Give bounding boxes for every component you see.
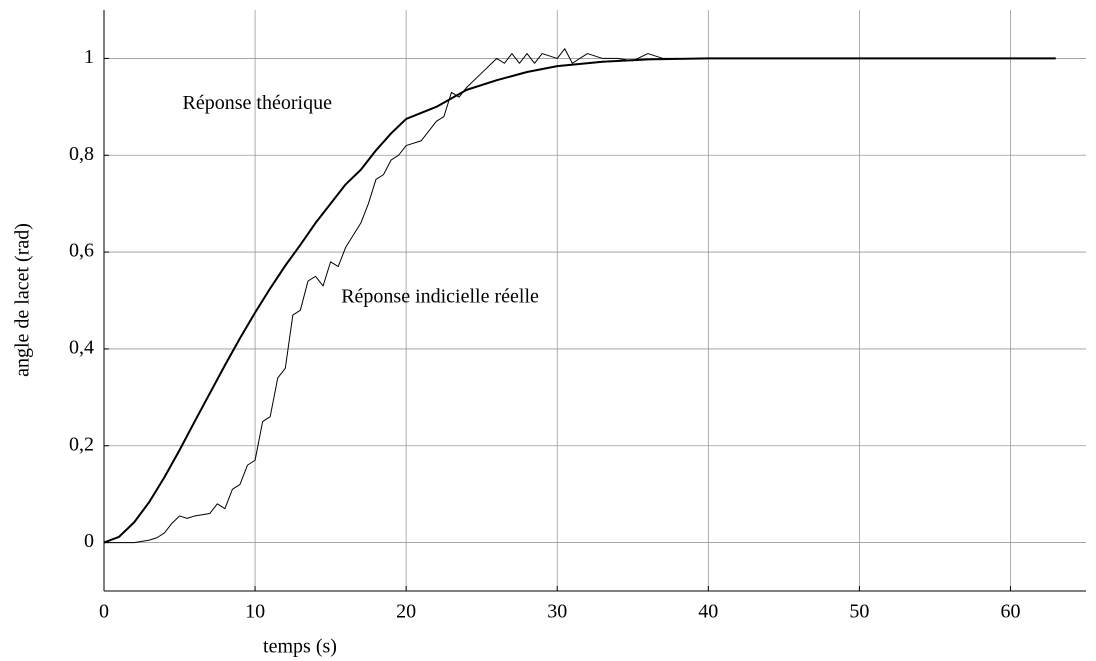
x-tick-label: 50 <box>849 601 869 623</box>
series-line <box>104 48 679 544</box>
y-tick-label: 0,6 <box>69 240 94 262</box>
y-tick-label: 0,4 <box>69 337 94 359</box>
x-tick-label: 30 <box>547 601 567 623</box>
y-tick-label: 1 <box>84 46 94 68</box>
y-tick-label: 0,8 <box>69 143 94 165</box>
y-tick-label: 0,2 <box>69 433 94 455</box>
series-line <box>103 57 1056 544</box>
x-tick-label: 40 <box>698 601 718 623</box>
x-tick-label: 60 <box>1000 601 1020 623</box>
x-tick-label: 10 <box>245 601 265 623</box>
x-axis-label: temps (s) <box>263 636 337 658</box>
annotation: Réponse indicielle réelle <box>341 286 539 308</box>
x-tick-label: 20 <box>396 601 416 623</box>
x-tick-label: 0 <box>99 601 109 623</box>
y-axis-label: angle de lacet (rad) <box>12 223 34 377</box>
y-tick-label: 0 <box>84 530 94 552</box>
annotation: Réponse théorique <box>183 92 333 114</box>
